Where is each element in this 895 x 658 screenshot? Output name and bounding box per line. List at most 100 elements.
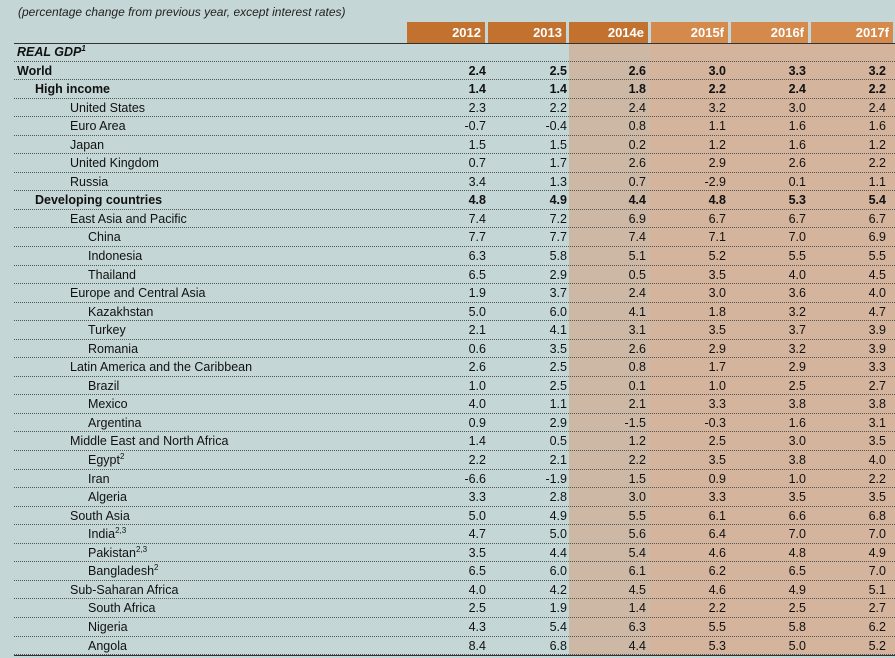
- value-cell-2012: 3.3: [468, 490, 486, 505]
- value-cell-2012: 6.5: [468, 267, 486, 282]
- value-cell-2015f: 2.9: [708, 156, 726, 171]
- value-cell-2016f: 1.6: [788, 119, 806, 134]
- value-cell-2013: 1.4: [549, 82, 567, 97]
- row-label-text: Bangladesh: [88, 564, 155, 579]
- row-label: Middle East and North Africa: [70, 432, 228, 451]
- value-cell-2012: 1.0: [468, 378, 486, 393]
- table-row: Developing countries 4.8 4.9 4.4 4.8 5.3 5.4: [14, 191, 895, 210]
- value-cell-2013: 4.4: [549, 545, 567, 560]
- value-cell-2017f: 4.5: [868, 267, 886, 282]
- table-row: Kazakhstan 5.0 6.0 4.1 1.8 3.2 4.7: [14, 303, 895, 322]
- value-cell-2013: 7.2: [549, 211, 567, 226]
- value-cell-2017f: 3.3: [868, 360, 886, 375]
- row-label: High income: [35, 80, 110, 99]
- row-label: Brazil: [88, 377, 119, 396]
- value-cell-2017f: 3.5: [868, 434, 886, 449]
- value-cell-2015f: 5.2: [708, 249, 726, 264]
- value-cell-2017f: 5.1: [868, 582, 886, 597]
- value-cell-2013: 0.5: [549, 434, 567, 449]
- value-cell-2017f: 3.1: [868, 415, 886, 430]
- row-label-text: Developing countries: [35, 193, 163, 208]
- value-cell-2016f: 6.6: [788, 508, 806, 523]
- column-header-2013: 2013: [488, 22, 566, 43]
- value-cell-2015f: -0.3: [704, 415, 726, 430]
- value-cell-2014e: 0.5: [628, 267, 646, 282]
- row-label-text: United Kingdom: [70, 156, 159, 171]
- value-cell-2013: 3.7: [549, 286, 567, 301]
- table-row: East Asia and Pacific 7.4 7.2 6.9 6.7 6.7 6.7: [14, 210, 895, 229]
- table-row: Euro Area -0.7 -0.4 0.8 1.1 1.6 1.6: [14, 117, 895, 136]
- row-label: India2,3: [88, 525, 126, 544]
- row-label: World: [17, 62, 52, 81]
- value-cell-2017f: 1.1: [868, 174, 886, 189]
- value-cell-2016f: 3.2: [788, 304, 806, 319]
- row-label: Indonesia: [88, 247, 142, 266]
- value-cell-2013: 4.2: [549, 582, 567, 597]
- row-label-text: High income: [35, 82, 111, 97]
- value-cell-2014e: 6.9: [628, 211, 646, 226]
- value-cell-2015f: 3.2: [708, 100, 726, 115]
- row-label: South Asia: [70, 507, 130, 526]
- value-cell-2014e: 1.5: [628, 471, 646, 486]
- value-cell-2015f: 4.6: [708, 582, 726, 597]
- value-cell-2016f: 1.6: [788, 137, 806, 152]
- value-cell-2014e: 6.3: [628, 619, 646, 634]
- row-label: Algeria: [88, 488, 127, 507]
- row-label-text: Nigeria: [88, 619, 128, 634]
- row-label: Europe and Central Asia: [70, 284, 206, 303]
- row-label-text: Argentina: [88, 415, 142, 430]
- value-cell-2016f: 3.7: [788, 323, 806, 338]
- value-cell-2017f: 2.7: [868, 378, 886, 393]
- value-cell-2016f: 2.5: [788, 601, 806, 616]
- value-cell-2015f: 2.2: [708, 601, 726, 616]
- value-cell-2014e: 1.2: [628, 434, 646, 449]
- value-cell-2013: -0.4: [545, 119, 567, 134]
- table-row: Japan 1.5 1.5 0.2 1.2 1.6 1.2: [14, 136, 895, 155]
- value-cell-2016f: 2.4: [788, 82, 806, 97]
- value-cell-2015f: 5.3: [708, 638, 726, 653]
- value-cell-2017f: 6.7: [868, 211, 886, 226]
- value-cell-2014e: 6.1: [628, 564, 646, 579]
- row-label: Turkey: [88, 321, 126, 340]
- row-label: Angola: [88, 637, 127, 656]
- value-cell-2013: 6.8: [549, 638, 567, 653]
- value-cell-2015f: 2.2: [708, 82, 726, 97]
- row-label-text: Middle East and North Africa: [70, 434, 229, 449]
- value-cell-2016f: 6.7: [788, 211, 806, 226]
- value-cell-2012: 7.7: [468, 230, 486, 245]
- value-cell-2017f: 2.7: [868, 601, 886, 616]
- row-label-text: Iran: [88, 471, 110, 486]
- value-cell-2014e: 3.1: [628, 323, 646, 338]
- value-cell-2013: 1.5: [549, 137, 567, 152]
- table-row: China 7.7 7.7 7.4 7.1 7.0 6.9: [14, 228, 895, 248]
- value-cell-2014e: 0.8: [628, 360, 646, 375]
- row-label: Latin America and the Caribbean: [70, 358, 252, 377]
- table-row: United States 2.3 2.2 2.4 3.2 3.0 2.4: [14, 99, 895, 118]
- value-cell-2015f: 3.0: [708, 286, 726, 301]
- section-header-row: REAL GDP1: [14, 43, 895, 62]
- value-cell-2014e: 0.1: [628, 378, 646, 393]
- table-row: India2,3 4.7 5.0 5.6 6.4 7.0 7.0: [14, 525, 895, 544]
- column-header-2015f: 2015f: [651, 22, 728, 43]
- table-subtitle: (percentage change from previous year, e…: [18, 5, 346, 19]
- value-cell-2012: 0.9: [468, 415, 486, 430]
- row-label-text: Indonesia: [88, 249, 143, 264]
- row-label-text: Russia: [70, 174, 109, 189]
- table-top-rule: [14, 43, 895, 44]
- footnote-marker: 2,3: [115, 526, 127, 536]
- value-cell-2012: 6.3: [468, 249, 486, 264]
- value-cell-2017f: 2.2: [868, 471, 886, 486]
- value-cell-2016f: 7.0: [788, 230, 806, 245]
- value-cell-2014e: 2.4: [628, 286, 646, 301]
- row-label: Mexico: [88, 395, 128, 414]
- value-cell-2016f: 3.8: [788, 397, 806, 412]
- row-label-text: Algeria: [88, 490, 127, 505]
- value-cell-2013: 2.5: [549, 360, 567, 375]
- value-cell-2013: 1.7: [549, 156, 567, 171]
- value-cell-2015f: 3.0: [708, 63, 726, 78]
- row-label-text: Latin America and the Caribbean: [70, 360, 253, 375]
- footnote-marker: 2: [119, 451, 125, 461]
- value-cell-2017f: 5.2: [868, 638, 886, 653]
- value-cell-2017f: 6.2: [868, 619, 886, 634]
- value-cell-2013: 5.4: [549, 619, 567, 634]
